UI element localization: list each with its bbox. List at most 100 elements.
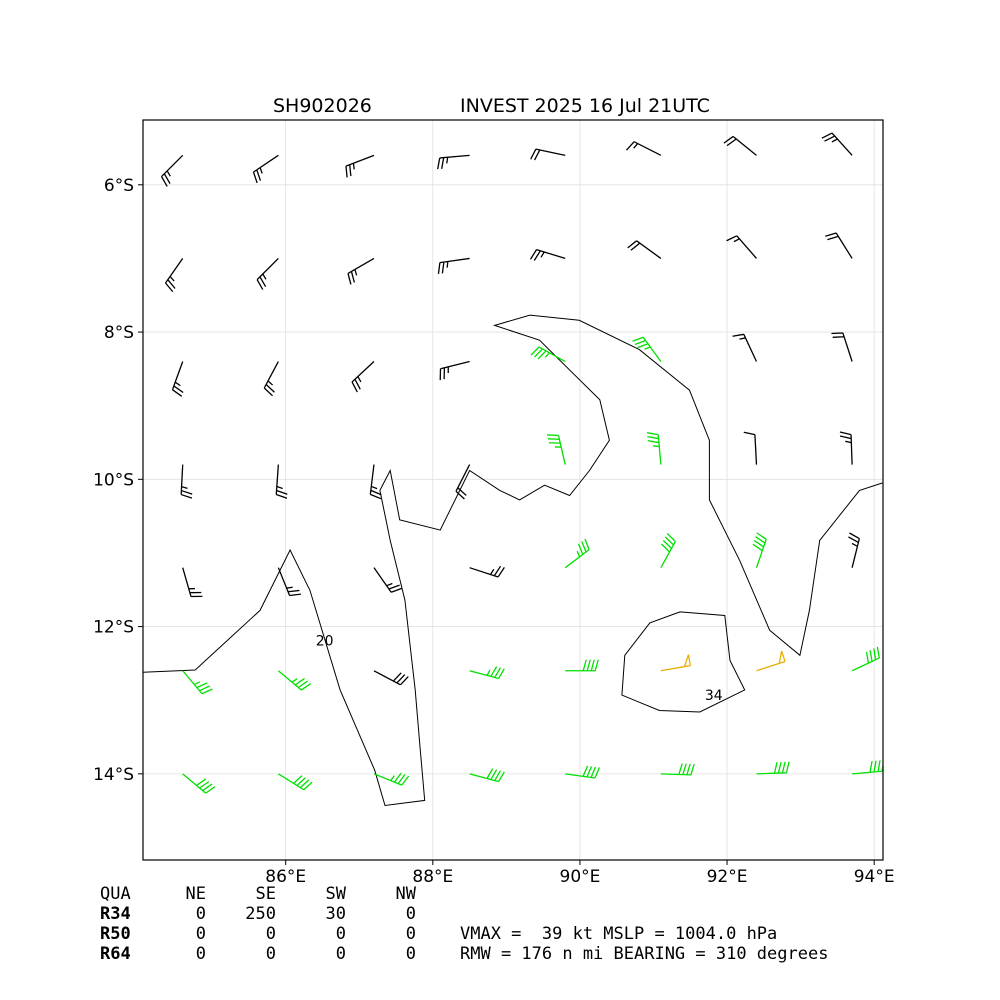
wind-barb	[263, 361, 279, 397]
wind-barb	[469, 666, 505, 680]
wind-barb	[469, 768, 505, 783]
barb-shape	[180, 464, 193, 499]
barb-shape	[277, 567, 301, 597]
barb-shape	[743, 431, 758, 465]
table-header: QUA	[100, 884, 131, 904]
barb-shape	[632, 336, 662, 362]
table-header: NW	[396, 884, 417, 904]
contour-line	[143, 314, 883, 807]
wind-barb	[437, 154, 470, 170]
barb-shape	[839, 431, 853, 465]
y-tick-label: 6°S	[104, 176, 134, 196]
barb-shape	[275, 464, 288, 499]
barb-shape	[852, 760, 883, 775]
wind-barb	[756, 761, 790, 775]
barb-shape	[347, 257, 375, 285]
wind-barb	[547, 434, 566, 465]
wind-barb	[632, 336, 662, 362]
barb-shape	[627, 240, 662, 259]
wind-barb	[851, 646, 880, 672]
wind-barb	[660, 763, 695, 776]
barb-shape	[821, 132, 853, 156]
wind-barb	[469, 565, 505, 578]
table-cell: 0	[406, 904, 416, 924]
barb-shape	[723, 135, 757, 156]
wind-barb	[275, 464, 288, 499]
barb-shape	[182, 670, 213, 695]
barb-shape	[171, 361, 184, 397]
wind-barb	[256, 257, 279, 290]
table-cell: 0	[336, 924, 346, 944]
table-cell: 0	[266, 944, 276, 964]
table-cell: 250	[245, 904, 276, 924]
wind-barb	[529, 249, 566, 261]
barb-shape	[756, 761, 790, 775]
wind-barb	[369, 464, 382, 500]
wind-barb	[726, 235, 757, 259]
info-line: VMAX = 39 kt MSLP = 1004.0 hPa	[460, 924, 777, 944]
barb-shape	[831, 332, 853, 362]
contour-label: 34	[705, 688, 723, 704]
x-tick-label: 86°E	[265, 867, 306, 887]
barb-shape	[752, 532, 767, 568]
barb-shape	[345, 154, 375, 178]
contour-line	[621, 611, 746, 713]
wind-barb	[660, 533, 676, 568]
wind-barb	[455, 464, 471, 500]
wind-barb	[437, 257, 470, 274]
wind-barb	[160, 154, 184, 187]
table-header: SE	[256, 884, 276, 904]
barb-shape	[439, 360, 470, 381]
x-tick-label: 90°E	[560, 867, 601, 887]
wind-barb	[564, 538, 590, 569]
y-tick-label: 8°S	[104, 323, 134, 343]
info-line: RMW = 176 n mi BEARING = 310 degrees	[460, 944, 828, 964]
barb-shape	[369, 464, 382, 500]
table-cell: 0	[196, 944, 206, 964]
barb-shape	[252, 154, 279, 184]
barb-shape	[277, 670, 312, 691]
wind-barb	[182, 773, 216, 794]
barb-shape	[455, 464, 471, 500]
wind-barb	[164, 258, 184, 293]
barb-shape	[469, 565, 505, 578]
table-header: NE	[186, 884, 206, 904]
barb-shape	[164, 258, 184, 293]
contour-label: 20	[316, 634, 334, 650]
y-tick-label: 14°S	[93, 765, 134, 785]
wind-barb	[660, 654, 692, 672]
wind-barb	[831, 332, 853, 362]
wind-barb	[439, 360, 470, 381]
barb-shape	[851, 646, 880, 672]
row-label: R64	[100, 944, 131, 964]
wind-barb	[530, 148, 566, 161]
wind-barb	[252, 154, 279, 184]
axes: 86°E 88°E 90°E 92°E 94°E 6°S 8°S 10°S 12°S 14°S	[93, 176, 895, 887]
barb-shape	[469, 768, 505, 783]
table-header: SW	[326, 884, 347, 904]
barb-shape	[351, 361, 375, 393]
barb-shape	[437, 154, 470, 170]
barb-shape	[256, 257, 279, 290]
table-cell: 0	[266, 924, 276, 944]
wind-barb	[848, 532, 860, 568]
barb-shape	[825, 232, 853, 259]
barb-shape	[564, 538, 590, 569]
wind-barb	[625, 141, 662, 156]
barb-shape	[726, 235, 757, 259]
barb-shape	[565, 765, 601, 779]
barb-shape	[646, 432, 662, 465]
wind-barb	[732, 333, 758, 362]
barb-shape	[263, 361, 279, 397]
wind-barb	[171, 361, 184, 397]
wind-barb	[723, 135, 757, 156]
x-tick-label: 94°E	[854, 867, 895, 887]
barb-shape	[160, 154, 184, 187]
barb-shape	[278, 773, 313, 791]
barb-shape	[373, 670, 409, 686]
wind-barb	[752, 532, 767, 568]
table-cell: 30	[326, 904, 346, 924]
title-left: SH902026	[273, 95, 372, 117]
